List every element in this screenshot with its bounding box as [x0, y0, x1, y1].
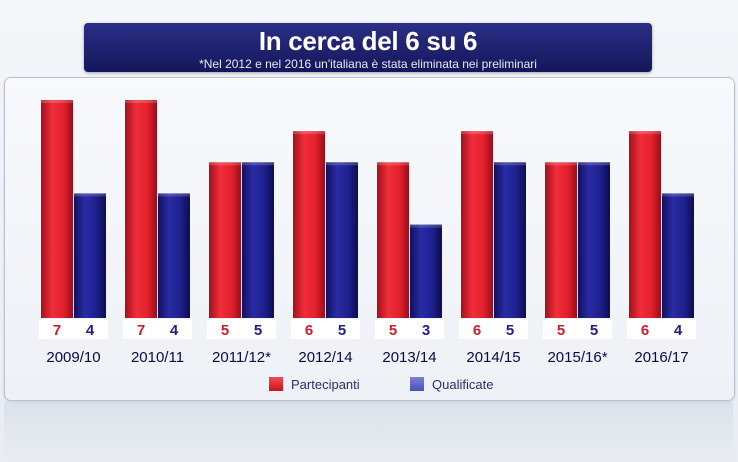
- value-label-qualificate: 5: [590, 322, 598, 339]
- bar-highlight: [494, 162, 526, 166]
- category-label: 2009/10: [46, 349, 100, 366]
- bar-highlight: [377, 162, 409, 166]
- bar-partecipanti: [377, 162, 409, 318]
- value-label-qualificate: 4: [674, 322, 683, 339]
- legend-label-qualificate: Qualificate: [432, 377, 493, 392]
- bar-partecipanti: [293, 131, 325, 318]
- bar-partecipanti: [629, 131, 661, 318]
- value-label-partecipanti: 6: [305, 322, 313, 339]
- value-box: [459, 319, 528, 339]
- bar-highlight: [662, 193, 694, 197]
- bar-highlight: [629, 131, 661, 135]
- legend: Partecipanti Qualificate: [269, 377, 493, 392]
- bar-highlight: [326, 162, 358, 166]
- bars-layer: [41, 100, 694, 318]
- bar-highlight: [461, 131, 493, 135]
- category-label: 2014/15: [466, 349, 520, 366]
- chart-subtitle: *Nel 2012 e nel 2016 un'italiana è stata…: [199, 57, 537, 71]
- value-box: [627, 319, 696, 339]
- value-box: [207, 319, 276, 339]
- bar-highlight: [410, 224, 442, 228]
- value-box: [291, 319, 360, 339]
- category-label: 2013/14: [382, 349, 436, 366]
- category-label: 2010/11: [131, 349, 184, 366]
- bar-partecipanti: [41, 100, 73, 318]
- value-label-partecipanti: 7: [53, 322, 61, 339]
- value-box: [39, 319, 108, 339]
- category-label: 2011/12*: [212, 349, 271, 366]
- value-box: [375, 319, 444, 339]
- bar-qualificate: [662, 193, 694, 318]
- legend-swatch-partecipanti: [269, 377, 283, 391]
- value-label-partecipanti: 5: [389, 322, 397, 339]
- bar-highlight: [158, 193, 190, 197]
- panel-reflection: [4, 402, 733, 462]
- bar-highlight: [578, 162, 610, 166]
- bar-qualificate: [410, 224, 442, 318]
- value-label-boxes: [39, 319, 696, 339]
- bar-highlight: [545, 162, 577, 166]
- bar-highlight: [209, 162, 241, 166]
- bar-qualificate: [578, 162, 610, 318]
- bar-highlight: [41, 100, 73, 103]
- bar-partecipanti: [125, 100, 157, 318]
- bar-qualificate: [326, 162, 358, 318]
- bar-qualificate: [158, 193, 190, 318]
- value-label-partecipanti: 5: [221, 322, 229, 339]
- bar-highlight: [125, 100, 157, 103]
- value-label-partecipanti: 6: [473, 322, 481, 339]
- value-label-qualificate: 5: [506, 322, 514, 339]
- value-label-qualificate: 3: [422, 322, 430, 339]
- bar-qualificate: [242, 162, 274, 318]
- legend-swatch-qualificate: [410, 377, 424, 391]
- bar-highlight: [242, 162, 274, 166]
- value-box: [123, 319, 192, 339]
- title-banner: In cerca del 6 su 6 *Nel 2012 e nel 2016…: [84, 23, 652, 72]
- value-box: [543, 319, 612, 339]
- category-label: 2015/16*: [547, 349, 607, 366]
- value-label-partecipanti: 5: [557, 322, 565, 339]
- chart-title: In cerca del 6 su 6: [258, 26, 478, 56]
- bar-qualificate: [74, 193, 106, 318]
- category-label: 2012/14: [298, 349, 352, 366]
- bar-highlight: [74, 193, 106, 197]
- value-label-partecipanti: 6: [641, 322, 649, 339]
- value-labels: 7 4 7 4 5 5 6 5 5 3 6 5 5 5 6 4: [53, 322, 683, 339]
- value-label-qualificate: 5: [254, 322, 262, 339]
- category-labels: 2009/10 2010/11 2011/12* 2012/14 2013/14 2014…: [46, 349, 688, 366]
- category-label: 2016/17: [634, 349, 688, 366]
- value-label-qualificate: 4: [86, 322, 95, 339]
- bar-partecipanti: [461, 131, 493, 318]
- value-label-partecipanti: 7: [137, 322, 145, 339]
- bar-highlight: [293, 131, 325, 135]
- value-label-qualificate: 4: [170, 322, 179, 339]
- bar-partecipanti: [545, 162, 577, 318]
- bar-qualificate: [494, 162, 526, 318]
- bar-partecipanti: [209, 162, 241, 318]
- legend-label-partecipanti: Partecipanti: [291, 377, 360, 392]
- value-label-qualificate: 5: [338, 322, 346, 339]
